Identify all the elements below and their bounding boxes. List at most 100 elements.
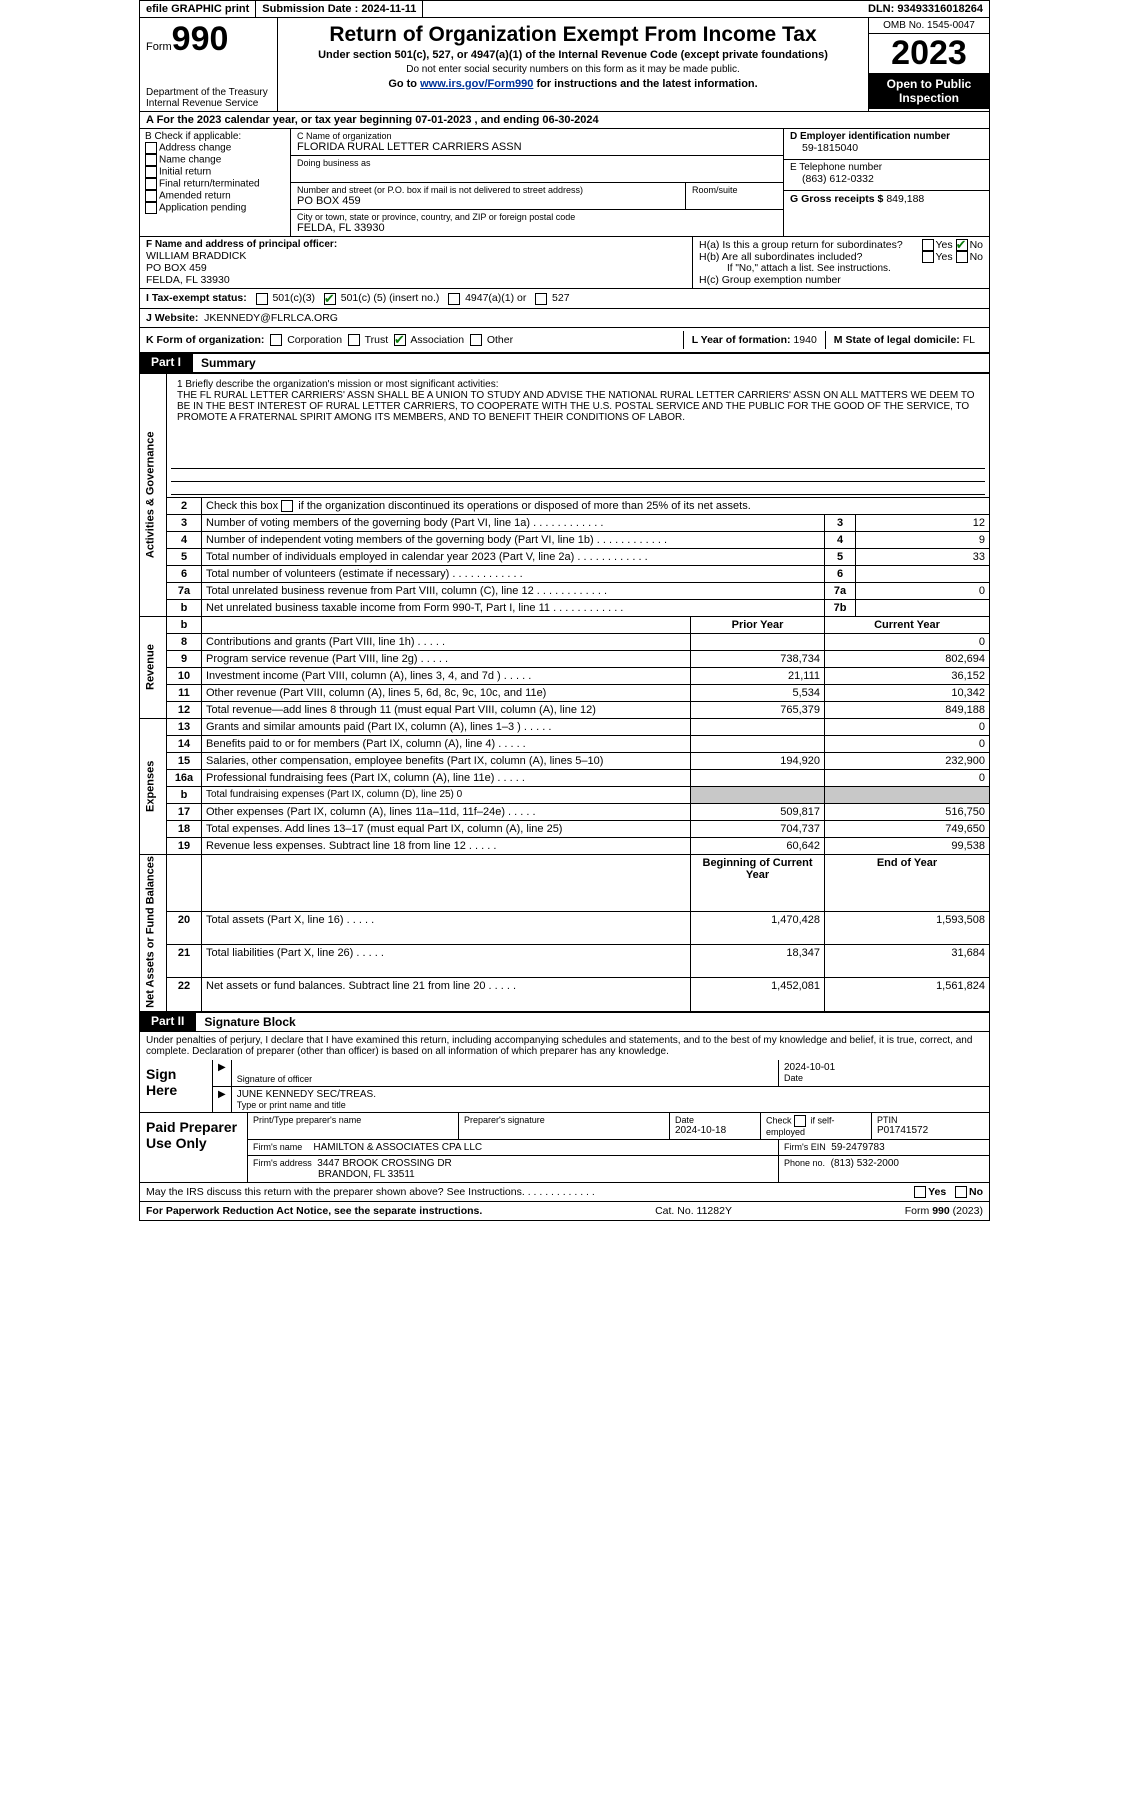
ssn-warning: Do not enter social security numbers on … (284, 64, 862, 75)
hb-question: H(b) Are all subordinates included? (699, 251, 862, 263)
efile-label: efile GRAPHIC print (140, 1, 256, 17)
line-6-val (856, 565, 990, 582)
officer-sig-label: Signature of officer (237, 1074, 773, 1084)
cb-discuss-yes[interactable] (914, 1186, 926, 1198)
irs-link[interactable]: www.irs.gov/Form990 (420, 78, 533, 90)
cb-name-change[interactable] (145, 154, 157, 166)
cb-amended[interactable] (145, 190, 157, 202)
ein-value: 59-1815040 (790, 142, 983, 154)
cb-discuss-no[interactable] (955, 1186, 967, 1198)
submission-date: Submission Date : 2024-11-11 (256, 1, 423, 17)
line-19-curr: 99,538 (825, 837, 990, 854)
ein-label: D Employer identification number (790, 131, 983, 142)
footer-cat: Cat. No. 11282Y (655, 1205, 732, 1217)
line-4-val: 9 (856, 531, 990, 548)
org-name: FLORIDA RURAL LETTER CARRIERS ASSN (297, 141, 777, 153)
line-8-curr: 0 (825, 633, 990, 650)
phone-value: (863) 612-0332 (790, 173, 983, 185)
website-label: J Website: (146, 312, 198, 324)
officer-printed-name: JUNE KENNEDY SEC/TREAS. (237, 1089, 984, 1100)
officer-name: WILLIAM BRADDICK (146, 250, 686, 262)
header-right: OMB No. 1545-0047 2023 Open to Public In… (868, 18, 989, 111)
cb-self-employed[interactable] (794, 1115, 806, 1127)
sign-here-label: Sign Here (140, 1060, 213, 1112)
preparer-sig-label: Preparer's signature (459, 1113, 670, 1139)
paid-preparer-block: Paid Preparer Use Only Print/Type prepar… (139, 1113, 990, 1183)
line-12-curr: 849,188 (825, 701, 990, 718)
cb-501c3[interactable] (256, 293, 268, 305)
part-2-header: Part II Signature Block (139, 1012, 990, 1032)
website-value: JKENNEDY@FLRLCA.ORG (204, 312, 338, 324)
cb-initial-return[interactable] (145, 166, 157, 178)
gross-label: G Gross receipts $ (790, 193, 883, 205)
cb-4947[interactable] (448, 293, 460, 305)
gross-receipts: 849,188 (886, 193, 924, 205)
cb-assoc[interactable] (394, 334, 406, 346)
side-net-assets: Net Assets or Fund Balances (140, 854, 167, 1011)
goto-line: Go to www.irs.gov/Form990 for instructio… (284, 78, 862, 90)
phone-label: E Telephone number (790, 162, 983, 173)
preparer-print-label: Print/Type preparer's name (248, 1113, 459, 1139)
cb-other[interactable] (470, 334, 482, 346)
box-b: B Check if applicable: Address change Na… (140, 129, 291, 236)
summary-table: Activities & Governance 1 Briefly descri… (139, 373, 990, 1012)
row-i: I Tax-exempt status: 501(c)(3) 501(c) (5… (139, 289, 990, 308)
cb-trust[interactable] (348, 334, 360, 346)
form-org-label: K Form of organization: (146, 334, 264, 346)
cb-corp[interactable] (270, 334, 282, 346)
officer-addr1: PO BOX 459 (146, 262, 686, 274)
cb-hb-yes[interactable] (922, 251, 934, 263)
line-20-end: 1,593,508 (825, 911, 990, 944)
cb-address-change[interactable] (145, 142, 157, 154)
cb-ha-no[interactable] (956, 239, 968, 251)
cb-final-return[interactable] (145, 178, 157, 190)
side-activities: Activities & Governance (140, 373, 167, 616)
tax-exempt-label: I Tax-exempt status: (146, 292, 247, 304)
cb-app-pending[interactable] (145, 202, 157, 214)
dba-label: Doing business as (297, 158, 777, 168)
row-j: J Website: JKENNEDY@FLRLCA.ORG (139, 309, 990, 328)
state-domicile: M State of legal domicile: FL (825, 331, 983, 349)
line-9-curr: 802,694 (825, 650, 990, 667)
line-10-curr: 36,152 (825, 667, 990, 684)
addr-label: Number and street (or P.O. box if mail i… (297, 185, 679, 195)
org-name-label: C Name of organization (297, 131, 777, 141)
footer-left: For Paperwork Reduction Act Notice, see … (146, 1205, 482, 1217)
header-mid: Return of Organization Exempt From Incom… (278, 18, 868, 111)
section-bcd: B Check if applicable: Address change Na… (139, 129, 990, 237)
open-public-badge: Open to Public Inspection (869, 73, 989, 109)
box-d: D Employer identification number 59-1815… (784, 129, 989, 236)
part-1-number: Part I (139, 353, 193, 373)
header-row: Form990 Department of the Treasury Inter… (139, 18, 990, 112)
cb-ha-yes[interactable] (922, 239, 934, 251)
city-label: City or town, state or province, country… (297, 212, 777, 222)
room-suite-label: Room/suite (686, 183, 783, 209)
cb-527[interactable] (535, 293, 547, 305)
mission-block: 1 Briefly describe the organization's mi… (171, 376, 985, 452)
form-990-page: efile GRAPHIC print Submission Date : 20… (139, 0, 990, 1221)
cb-line2[interactable] (281, 500, 293, 512)
year-formation: L Year of formation: 1940 (683, 331, 825, 349)
discuss-row: May the IRS discuss this return with the… (139, 1183, 990, 1202)
omb-number: OMB No. 1545-0047 (869, 18, 989, 34)
cb-hb-no[interactable] (956, 251, 968, 263)
sign-here-block: Sign Here ▶ Signature of officer 2024-10… (139, 1060, 990, 1113)
line-3-val: 12 (856, 514, 990, 531)
line-15-curr: 232,900 (825, 752, 990, 769)
row-k: K Form of organization: Corporation Trus… (139, 328, 990, 353)
line-22-end: 1,561,824 (825, 978, 990, 1011)
discuss-question: May the IRS discuss this return with the… (146, 1186, 525, 1198)
mission-label: 1 Briefly describe the organization's mi… (177, 379, 979, 390)
page-footer: For Paperwork Reduction Act Notice, see … (139, 1202, 990, 1221)
cb-501c[interactable] (324, 293, 336, 305)
hb-note: If "No," attach a list. See instructions… (699, 263, 983, 274)
line-5-val: 33 (856, 548, 990, 565)
hc-label: H(c) Group exemption number (699, 274, 983, 286)
org-address: PO BOX 459 (297, 195, 679, 207)
firm-addr1: 3447 BROOK CROSSING DR (317, 1158, 451, 1169)
line-a: A For the 2023 calendar year, or tax yea… (139, 112, 990, 129)
officer-addr2: FELDA, FL 33930 (146, 274, 686, 286)
line-2: Check this box if the organization disco… (202, 497, 990, 514)
part-2-title: Signature Block (196, 1012, 990, 1032)
sign-date: 2024-10-01 (784, 1062, 984, 1073)
